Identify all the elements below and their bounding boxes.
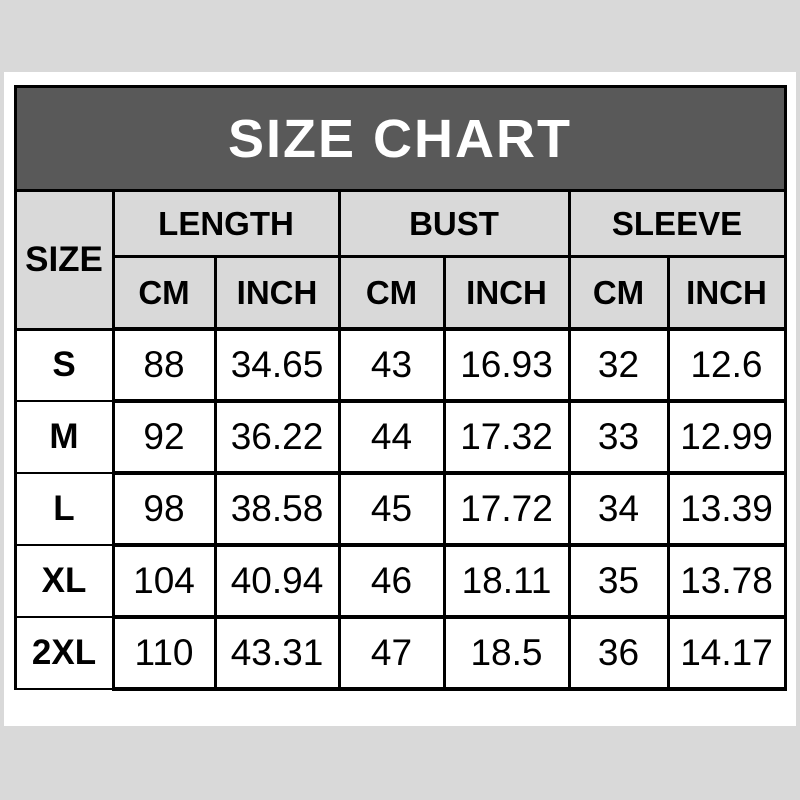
table-cell: 36 (567, 615, 670, 691)
column-group-sleeve: SLEEVE (567, 189, 787, 258)
size-label: 2XL (13, 616, 115, 690)
table-cell: 92 (111, 399, 217, 475)
unit-header-length-cm: CM (111, 255, 217, 331)
table-cell: 14.17 (666, 615, 787, 691)
table-cell: 13.39 (666, 471, 787, 547)
table-row-m: M 92 36.22 44 17.32 33 12.99 (13, 399, 787, 475)
size-label: M (13, 400, 115, 474)
group-header-row: SIZE LENGTH BUST SLEEVE (13, 189, 787, 331)
table-cell: 16.93 (442, 327, 571, 403)
size-label: L (13, 472, 115, 546)
table-row-2xl: 2XL 110 43.31 47 18.5 36 14.17 (13, 615, 787, 691)
size-chart-table: SIZE CHART SIZE LENGTH BUST SLEEVE CM IN… (13, 85, 787, 691)
table-cell: 88 (111, 327, 217, 403)
table-cell: 17.32 (442, 399, 571, 475)
table-cell: 36.22 (213, 399, 341, 475)
table-cell: 46 (337, 543, 446, 619)
table-cell: 43.31 (213, 615, 341, 691)
title-row: SIZE CHART (13, 85, 787, 192)
size-chart-title: SIZE CHART (13, 85, 787, 192)
table-cell: 18.5 (442, 615, 571, 691)
unit-header-length-inch: INCH (213, 255, 341, 331)
unit-header-bust-inch: INCH (442, 255, 571, 331)
table-cell: 104 (111, 543, 217, 619)
table-row-s: S 88 34.65 43 16.93 32 12.6 (13, 327, 787, 403)
unit-header-bust-cm: CM (337, 255, 446, 331)
table-row-xl: XL 104 40.94 46 18.11 35 13.78 (13, 543, 787, 619)
table-cell: 43 (337, 327, 446, 403)
table-cell: 34 (567, 471, 670, 547)
table-cell: 47 (337, 615, 446, 691)
table-cell: 40.94 (213, 543, 341, 619)
table-cell: 32 (567, 327, 670, 403)
unit-header-row: CM INCH CM INCH CM INCH (15, 255, 787, 331)
size-chart-panel: SIZE CHART SIZE LENGTH BUST SLEEVE CM IN… (4, 72, 796, 726)
table-cell: 110 (111, 615, 217, 691)
table-cell: 45 (337, 471, 446, 547)
table-cell: 18.11 (442, 543, 571, 619)
table-cell: 13.78 (666, 543, 787, 619)
column-group-length: LENGTH (111, 189, 341, 258)
table-row-l: L 98 38.58 45 17.72 34 13.39 (13, 471, 787, 547)
unit-header-sleeve-inch: INCH (666, 255, 787, 331)
table-cell: 33 (567, 399, 670, 475)
table-cell: 34.65 (213, 327, 341, 403)
table-cell: 12.6 (666, 327, 787, 403)
table-cell: 17.72 (442, 471, 571, 547)
table-cell: 35 (567, 543, 670, 619)
table-cell: 12.99 (666, 399, 787, 475)
column-header-size: SIZE (13, 189, 115, 331)
column-group-bust: BUST (337, 189, 571, 258)
size-label: XL (13, 544, 115, 618)
size-label: S (13, 328, 115, 402)
unit-header-sleeve-cm: CM (567, 255, 670, 331)
table-cell: 98 (111, 471, 217, 547)
table-cell: 38.58 (213, 471, 341, 547)
table-cell: 44 (337, 399, 446, 475)
